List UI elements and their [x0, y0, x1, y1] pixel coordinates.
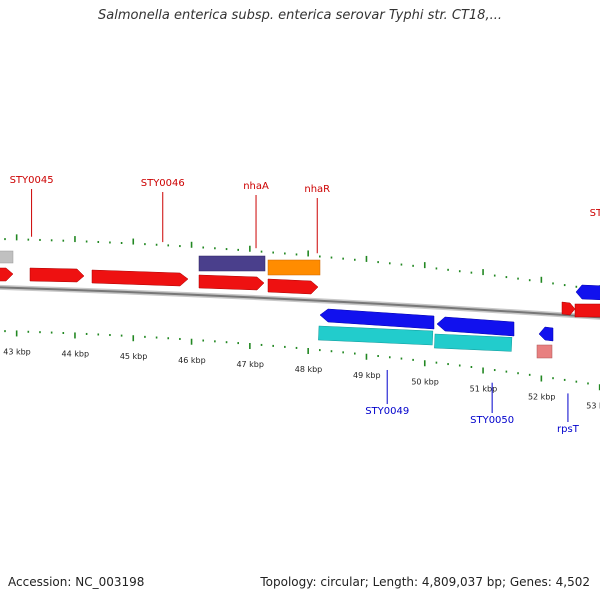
cds-feature-sty0046[interactable]	[91, 269, 189, 287]
reverse-gene-labels: STY0049 STY0050 rpsT	[365, 369, 580, 435]
backbone-line	[0, 286, 600, 319]
gene-label-sty0046[interactable]: STY0046	[141, 178, 185, 189]
gene-feature-sty0050[interactable]	[434, 333, 513, 352]
scale-label: 50 kbp	[411, 377, 439, 386]
scale-label: 47 kbp	[236, 360, 264, 369]
cds-feature-small[interactable]	[561, 301, 576, 316]
gene-feature-nhaa[interactable]	[198, 255, 266, 272]
gene-label-rpst[interactable]: rpsT	[557, 424, 580, 435]
cds-feature-sty0050[interactable]	[436, 316, 515, 337]
map-title: Salmonella enterica subsp. enterica sero…	[98, 8, 502, 23]
accession-text: Accession: NC_003198	[8, 575, 145, 589]
gene-label-sty0045[interactable]: STY0045	[10, 175, 54, 186]
cds-feature-sty0049-a[interactable]	[319, 308, 435, 330]
scale-label: 49 kbp	[353, 371, 381, 380]
cds-feature-sty0053[interactable]	[574, 303, 600, 318]
cds-feature-sty0045[interactable]	[29, 267, 85, 283]
cds-feature-nhaa[interactable]	[198, 274, 265, 291]
inner-tick-ring	[4, 330, 600, 391]
outer-tick-ring	[4, 234, 600, 292]
scale-label: 43 kbp	[3, 347, 31, 356]
gene-label-nhaa[interactable]: nhaA	[243, 181, 269, 192]
scale-label: 53 kbp	[586, 401, 600, 410]
rna-feature-rpst[interactable]	[536, 344, 553, 359]
gene-label-nhar[interactable]: nhaR	[304, 184, 330, 195]
scale-label: 51 kbp	[470, 385, 498, 394]
cds-feature-rpst[interactable]	[538, 326, 554, 342]
cds-feature-reverse-right[interactable]	[575, 284, 600, 301]
gene-label-sty0049[interactable]: STY0049	[365, 406, 409, 417]
scale-label: 48 kbp	[295, 365, 323, 374]
cds-feature[interactable]	[0, 267, 14, 282]
gene-feature-nhar[interactable]	[267, 259, 321, 276]
reverse-features	[318, 284, 600, 359]
genome-stats: Topology: circular; Length: 4,809,037 bp…	[260, 575, 590, 589]
forward-features	[0, 250, 600, 318]
scale-label: 52 kbp	[528, 393, 556, 402]
scale-label: 46 kbp	[178, 356, 206, 365]
scale-labels: 43 kbp 44 kbp 45 kbp 46 kbp 47 kbp 48 kbp 49 k…	[3, 347, 600, 410]
scale-label: 44 kbp	[62, 349, 90, 358]
scale-label: 45 kbp	[120, 352, 148, 361]
gene-label-sty0053[interactable]: STY0053	[590, 208, 600, 219]
gene-label-sty0050[interactable]: STY0050	[470, 415, 514, 426]
forward-gene-labels: STY0045 STY0046 nhaA nhaR STY0053	[10, 175, 600, 254]
gene-feature-grey[interactable]	[0, 250, 14, 264]
gene-feature-sty0049[interactable]	[318, 325, 434, 346]
cds-feature-nhar[interactable]	[267, 278, 319, 295]
